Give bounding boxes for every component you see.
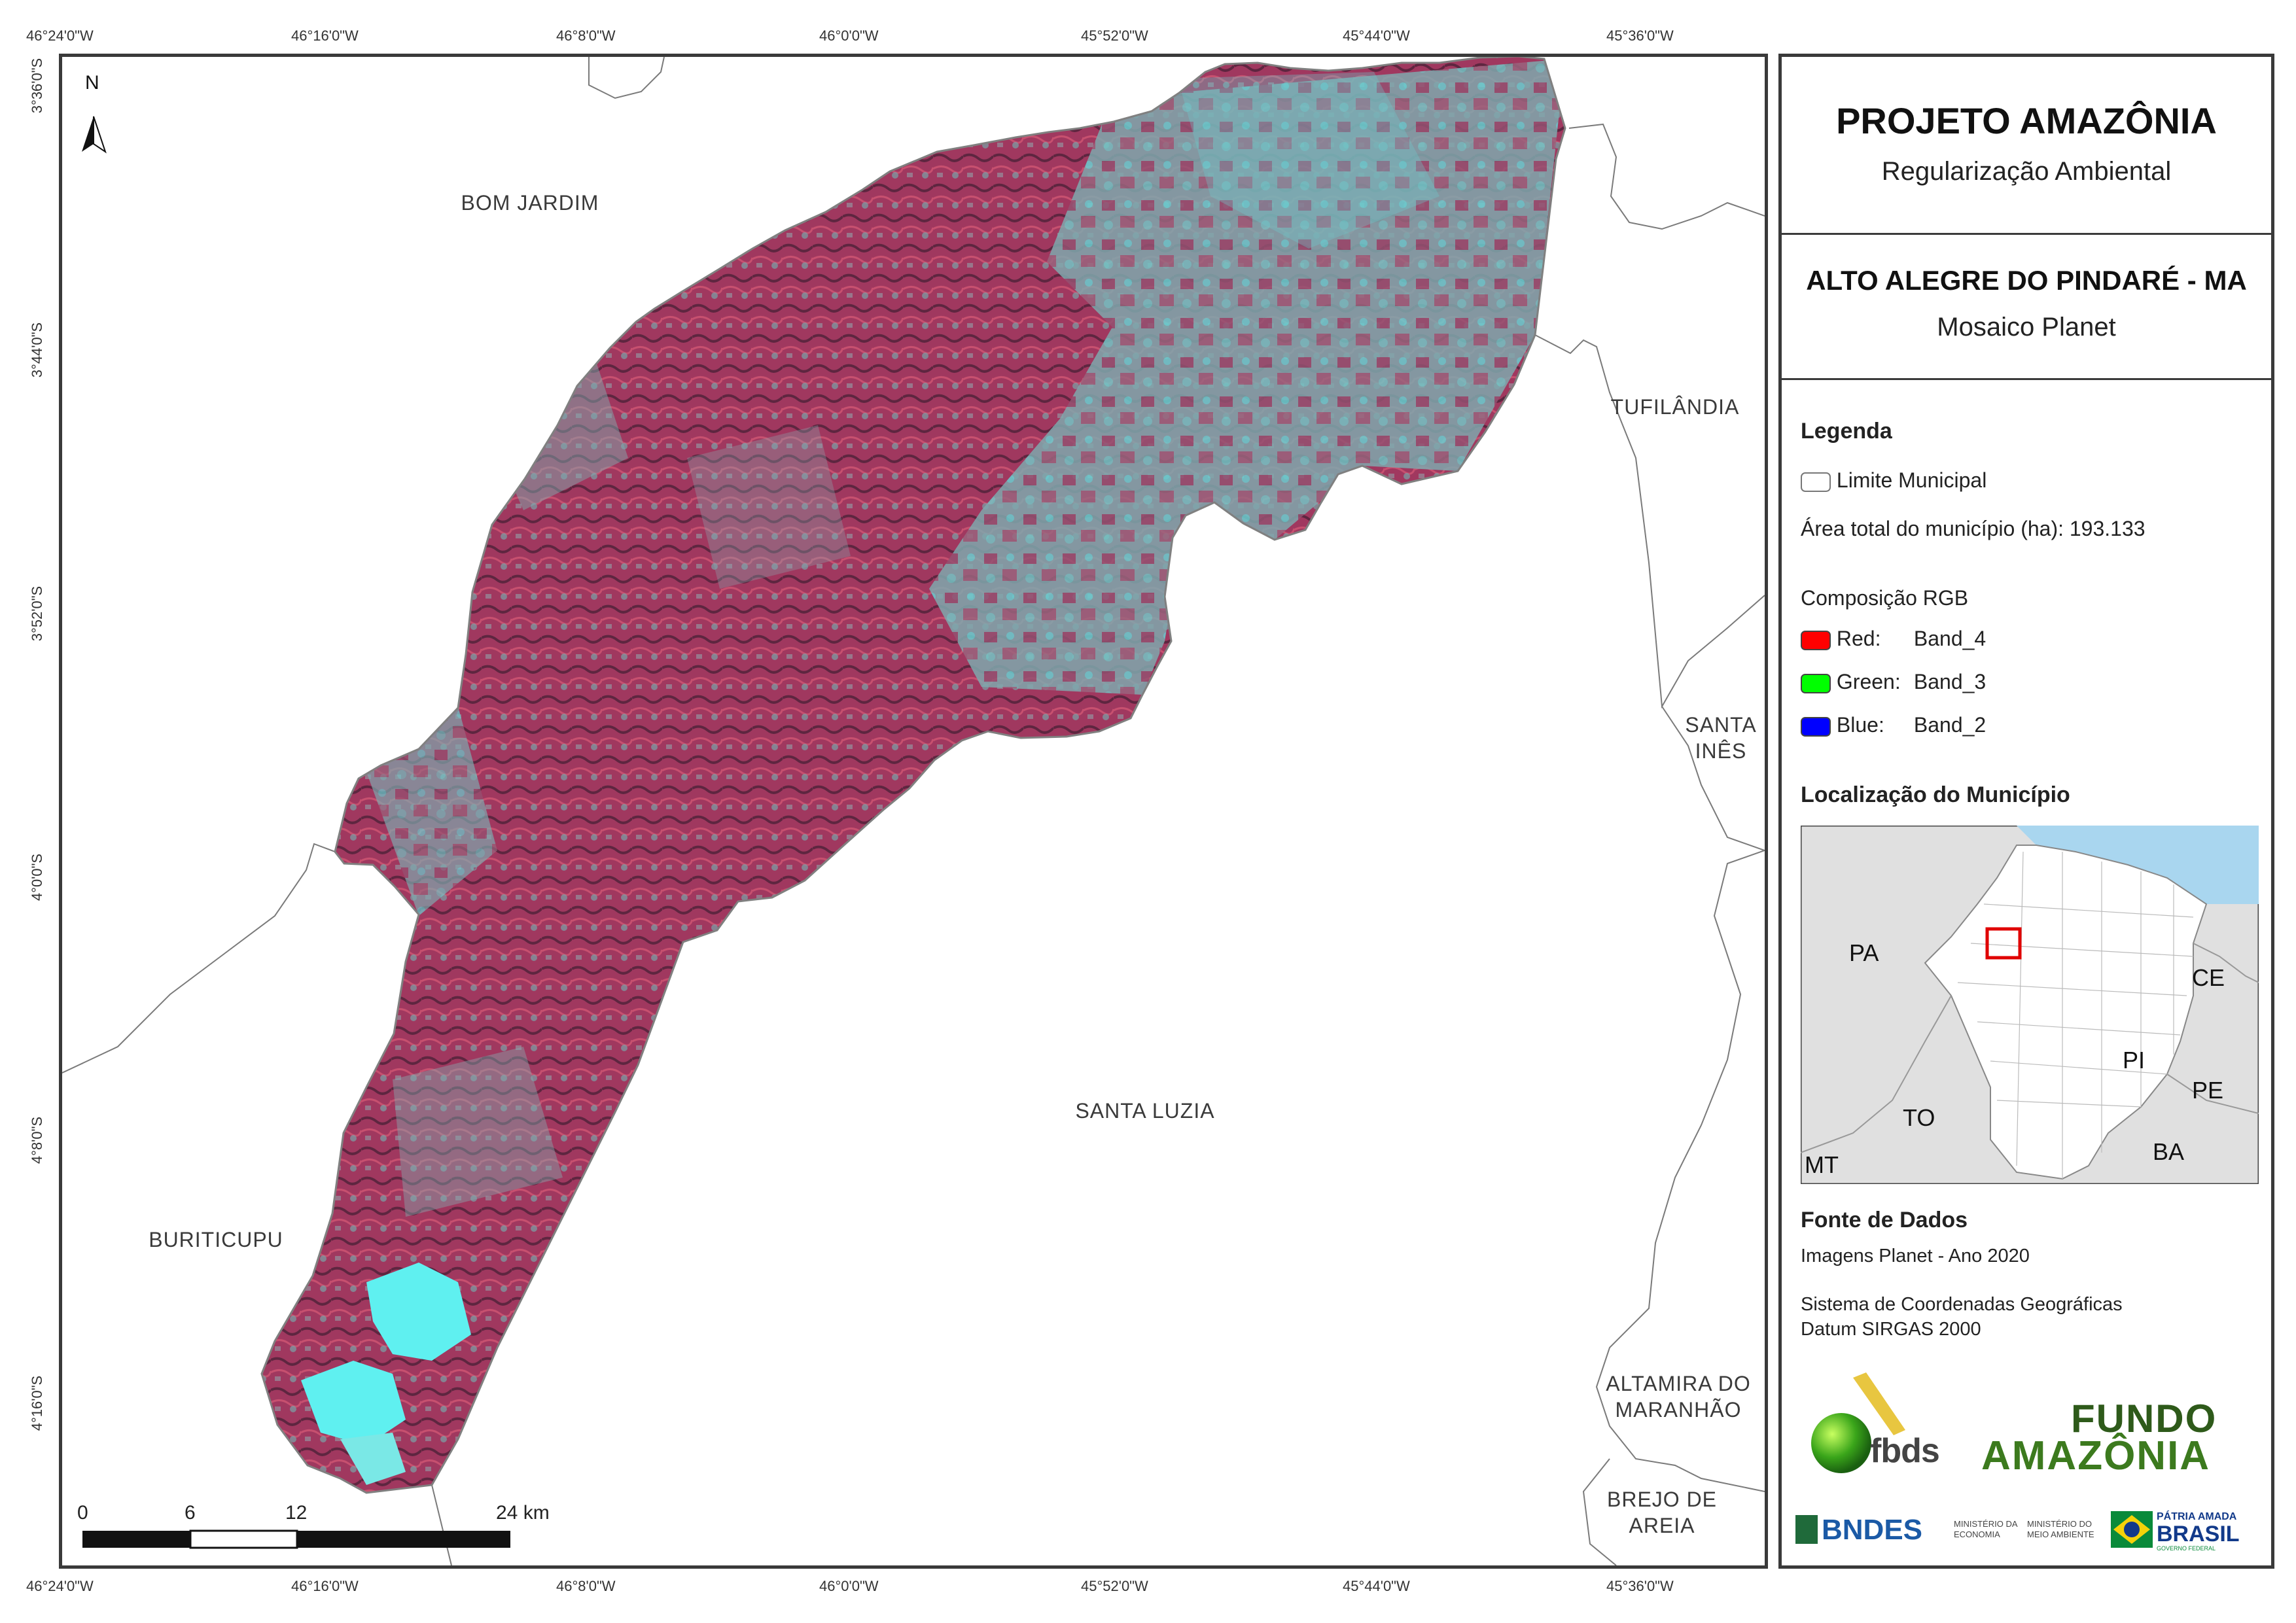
municipal-limit-outline <box>260 57 1566 1494</box>
sources-heading: Fonte de Dados <box>1801 1208 1968 1232</box>
tick-bottom-2: 46°16'0"W <box>291 1578 359 1594</box>
sources-line-1: Imagens Planet - Ano 2020 <box>1801 1246 2030 1266</box>
bndes-mark-icon <box>1795 1515 1818 1544</box>
min-economia-1: MINISTÉRIO DA <box>1954 1519 2018 1529</box>
municipality-mosaic <box>262 57 1565 1493</box>
green-swatch-icon <box>1801 673 1831 693</box>
project-subtitle: Regularização Ambiental <box>1881 157 2172 186</box>
tick-bottom-1: 46°24'0"W <box>26 1578 94 1594</box>
min-economia-2: ECONOMIA <box>1954 1529 2000 1539</box>
map-canvas <box>62 57 1765 1565</box>
label-altamira-1: ALTAMIRA DO <box>1606 1372 1751 1395</box>
min-ambiente-2: MEIO AMBIENTE <box>2027 1529 2094 1539</box>
min-ambiente-1: MINISTÉRIO DO <box>2027 1519 2092 1529</box>
patria-text-3: GOVERNO FEDERAL <box>2157 1545 2216 1552</box>
state-to: TO <box>1903 1104 1935 1131</box>
tick-bottom-5: 45°52'0"W <box>1081 1578 1148 1594</box>
state-ce: CE <box>2192 964 2225 991</box>
scale-label-0: 0 <box>77 1502 88 1524</box>
legend-area-text: Área total do município (ha): 193.133 <box>1801 517 2146 540</box>
blue-swatch-icon <box>1801 716 1831 737</box>
state-pi: PI <box>2123 1047 2146 1073</box>
red-swatch-icon <box>1801 630 1831 650</box>
legend-band-green: Green: Band_3 <box>1801 670 1986 694</box>
legend-band-red: Red: Band_4 <box>1801 627 1986 651</box>
legend-limit-label: Limite Municipal <box>1836 468 1987 492</box>
location-marker-icon <box>1985 927 2022 960</box>
tick-top-3: 46°8'0"W <box>556 27 616 44</box>
label-brejo-1: BREJO DE <box>1606 1488 1718 1511</box>
band-green-name: Green: <box>1836 670 1901 693</box>
sources-line-2: Sistema de Coordenadas Geográficas <box>1801 1294 2123 1315</box>
fbds-text: fbds <box>1870 1432 1940 1470</box>
limit-swatch-icon <box>1801 472 1831 492</box>
label-santa-ines-2: INÊS <box>1695 739 1747 763</box>
tick-top-6: 45°44'0"W <box>1343 27 1410 44</box>
band-red-name: Red: <box>1836 627 1881 650</box>
label-tufilandia: TUFILÂNDIA <box>1610 395 1740 419</box>
location-inset-map <box>1801 826 2259 1184</box>
tick-left-6: 4°16'0"S <box>29 1375 45 1431</box>
label-bom-jardim: BOM JARDIM <box>461 191 599 215</box>
tick-top-5: 45°52'0"W <box>1081 27 1148 44</box>
tick-left-4: 4°0'0"S <box>29 853 45 901</box>
min-economia: MINISTÉRIO DA ECONOMIA <box>1954 1519 2018 1540</box>
band-blue-name: Blue: <box>1836 713 1884 737</box>
state-ba: BA <box>2153 1138 2185 1165</box>
bndes-text: BNDES <box>1822 1514 1923 1546</box>
state-pa: PA <box>1849 939 1879 966</box>
location-heading: Localização do Município <box>1801 782 2070 807</box>
tick-top-4: 46°0'0"W <box>819 27 879 44</box>
fbds-logo <box>1811 1372 1905 1473</box>
map-frame <box>59 54 1768 1569</box>
tick-bottom-6: 45°44'0"W <box>1343 1578 1410 1594</box>
label-buriticupu: BURITICUPU <box>149 1228 283 1251</box>
mosaic-label: Mosaico Planet <box>1937 313 2116 341</box>
tick-left-5: 4°8'0"S <box>29 1116 45 1164</box>
patria-text-1: PÁTRIA AMADA <box>2157 1511 2237 1522</box>
scale-label-24: 24 km <box>496 1502 550 1524</box>
scale-label-6: 6 <box>185 1502 196 1524</box>
label-altamira-2: MARANHÃO <box>1615 1398 1742 1422</box>
tick-left-2: 3°44'0"S <box>29 322 45 378</box>
divider-1 <box>1782 233 2271 235</box>
tick-top-1: 46°24'0"W <box>26 27 94 44</box>
fundo-text-2: AMAZÔNIA <box>1981 1433 2211 1478</box>
legend-limit-row: Limite Municipal <box>1801 468 1987 493</box>
sources-line-3: Datum SIRGAS 2000 <box>1801 1319 1981 1340</box>
tick-bottom-3: 46°8'0"W <box>556 1578 616 1594</box>
tick-bottom-4: 46°0'0"W <box>819 1578 879 1594</box>
tick-left-3: 3°52'0"S <box>29 585 45 642</box>
tick-top-7: 45°36'0"W <box>1606 27 1674 44</box>
project-title: PROJETO AMAZÔNIA <box>1836 100 2217 141</box>
legend-band-blue: Blue: Band_2 <box>1801 713 1986 737</box>
state-mt: MT <box>1805 1151 1839 1178</box>
band-red-value: Band_4 <box>1913 627 1987 650</box>
fundo-text-1: FUNDO <box>2071 1397 2217 1440</box>
municipal-boundaries <box>62 57 1765 1565</box>
north-arrow-icon <box>82 116 107 154</box>
divider-2 <box>1782 378 2271 380</box>
municipality-title: ALTO ALEGRE DO PINDARÉ - MA <box>1806 265 2247 296</box>
min-ambiente: MINISTÉRIO DO MEIO AMBIENTE <box>2027 1519 2094 1540</box>
info-panel <box>1778 54 2274 1569</box>
legend-rgb-heading: Composição RGB <box>1801 586 1969 610</box>
band-blue-value: Band_2 <box>1913 713 1987 737</box>
legend-heading: Legenda <box>1801 419 1892 444</box>
band-green-value: Band_3 <box>1913 670 1987 693</box>
tick-left-1: 3°36'0"S <box>29 58 45 114</box>
scale-bar <box>82 1529 510 1549</box>
scale-label-12: 12 <box>285 1502 308 1524</box>
tick-top-2: 46°16'0"W <box>291 27 359 44</box>
label-brejo-2: AREIA <box>1629 1514 1695 1537</box>
brazil-flag-icon <box>2111 1511 2153 1548</box>
label-santa-ines-1: SANTA <box>1685 713 1757 737</box>
north-label: N <box>85 72 99 94</box>
patria-text-2: BRASIL <box>2157 1522 2240 1546</box>
state-pe: PE <box>2192 1077 2224 1104</box>
tick-bottom-7: 45°36'0"W <box>1606 1578 1674 1594</box>
label-santa-luzia: SANTA LUZIA <box>1075 1099 1215 1123</box>
